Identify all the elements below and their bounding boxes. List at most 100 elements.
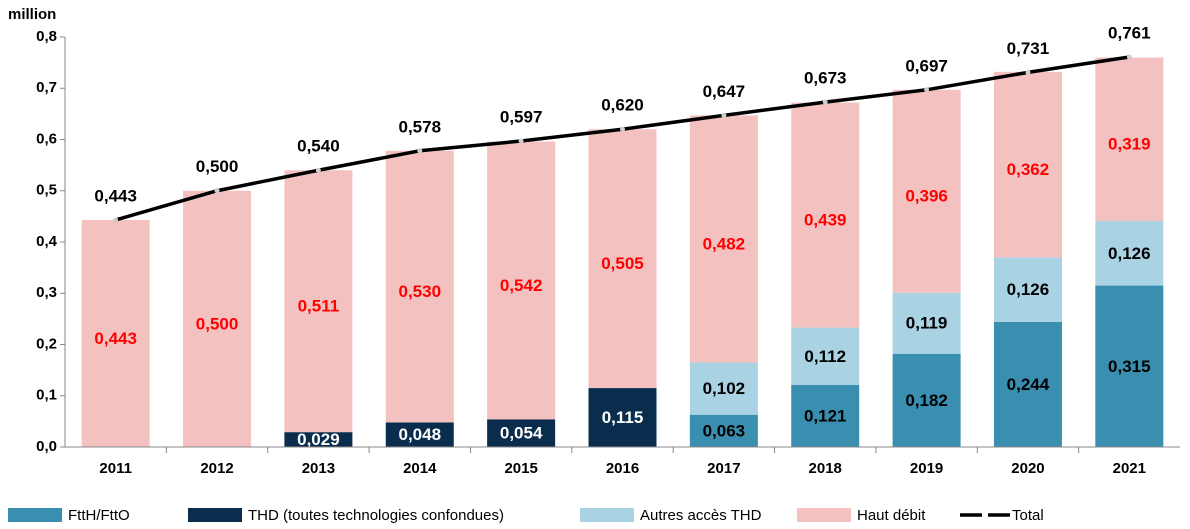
total-label: 0,697 <box>905 56 948 75</box>
x-tick-label: 2021 <box>1113 460 1146 477</box>
bar-segment <box>588 388 657 447</box>
legend-label: Autres accès THD <box>640 507 762 524</box>
data-label: 0,505 <box>601 254 644 273</box>
x-tick-label: 2018 <box>809 460 842 477</box>
y-tick-label: 0,2 <box>36 335 57 352</box>
total-point <box>1025 69 1031 75</box>
data-label: 0,102 <box>703 379 746 398</box>
bar-segment <box>81 219 150 447</box>
total-label: 0,620 <box>601 96 644 115</box>
data-label: 0,182 <box>905 391 948 410</box>
bar-segment <box>588 129 657 389</box>
bar-segment <box>689 362 758 415</box>
total-label: 0,761 <box>1108 23 1151 42</box>
data-label: 0,482 <box>703 234 746 253</box>
y-tick-label: 0,7 <box>36 79 57 96</box>
legend-label: Haut débit <box>857 507 926 524</box>
bar-segment <box>689 115 758 363</box>
data-label: 0,542 <box>500 276 543 295</box>
total-point <box>721 112 727 118</box>
data-label: 0,500 <box>196 314 239 333</box>
x-tick-label: 2014 <box>403 460 437 477</box>
legend-swatch <box>8 508 62 522</box>
bar-segment <box>791 384 860 447</box>
data-label: 0,319 <box>1108 135 1151 154</box>
data-label: 0,112 <box>804 347 846 366</box>
total-point <box>214 188 220 194</box>
bar-segment <box>284 432 353 447</box>
total-point <box>1126 54 1132 60</box>
legend-label: THD (toutes technologies confondues) <box>248 507 504 524</box>
y-tick-label: 0,5 <box>36 182 57 199</box>
y-axis-label: million <box>8 6 56 23</box>
data-label: 0,362 <box>1007 160 1050 179</box>
legend-label: FttH/FttO <box>68 507 130 524</box>
data-label: 0,126 <box>1108 244 1151 263</box>
data-label: 0,029 <box>297 430 340 449</box>
x-tick-label: 2017 <box>707 460 740 477</box>
total-label: 0,647 <box>703 82 746 101</box>
total-label: 0,731 <box>1007 39 1050 58</box>
y-tick-label: 0,4 <box>36 233 58 250</box>
bar-segment <box>892 292 961 354</box>
bar-segment <box>1095 285 1164 447</box>
legend-swatch <box>580 508 634 522</box>
legend-label: Total <box>1012 507 1044 524</box>
data-label: 0,396 <box>905 187 948 206</box>
x-tick-label: 2011 <box>99 460 132 477</box>
total-label: 0,578 <box>398 117 441 136</box>
data-label: 0,443 <box>94 329 137 348</box>
bar-segment <box>993 321 1062 447</box>
x-tick-label: 2019 <box>910 460 943 477</box>
legend-swatch <box>797 508 851 522</box>
total-point <box>924 87 930 93</box>
bar-segment <box>284 170 353 433</box>
bar-segment <box>791 327 860 385</box>
total-point <box>822 99 828 105</box>
total-label: 0,597 <box>500 108 543 127</box>
total-point <box>620 126 625 132</box>
y-tick-label: 0,0 <box>36 438 57 455</box>
data-label: 0,063 <box>703 421 746 440</box>
total-label: 0,673 <box>804 69 847 88</box>
data-label: 0,439 <box>804 211 847 230</box>
bar-segment <box>892 353 961 447</box>
data-label: 0,511 <box>298 297 340 316</box>
data-label: 0,048 <box>398 425 441 444</box>
bar-segment <box>689 414 758 447</box>
bar-segment <box>1095 220 1164 286</box>
y-tick-label: 0,6 <box>36 130 57 147</box>
x-tick-label: 2015 <box>504 460 537 477</box>
legend-swatch <box>188 508 242 522</box>
total-point <box>417 148 423 154</box>
total-point <box>113 217 119 223</box>
data-label: 0,315 <box>1108 357 1151 376</box>
total-point <box>518 138 524 144</box>
data-label: 0,244 <box>1007 375 1050 394</box>
bar-segment <box>993 71 1062 258</box>
x-tick-label: 2012 <box>200 460 233 477</box>
y-tick-label: 0,8 <box>36 28 57 45</box>
x-tick-label: 2016 <box>606 460 639 477</box>
bar-segment <box>1095 57 1164 221</box>
data-label: 0,121 <box>804 406 847 425</box>
data-label: 0,530 <box>398 282 441 301</box>
bar-segment <box>487 419 556 447</box>
x-tick-label: 2020 <box>1011 460 1044 477</box>
bar-segment <box>385 422 454 447</box>
bar-segment <box>993 257 1062 322</box>
total-label: 0,443 <box>94 186 137 205</box>
x-tick-label: 2013 <box>302 460 335 477</box>
data-label: 0,054 <box>500 424 543 443</box>
total-label: 0,540 <box>297 137 340 156</box>
bar-segment <box>183 190 252 447</box>
data-label: 0,115 <box>602 408 644 427</box>
total-point <box>315 167 321 173</box>
data-label: 0,119 <box>906 314 948 333</box>
total-label: 0,500 <box>196 157 239 176</box>
bar-segment <box>892 89 961 293</box>
y-tick-label: 0,1 <box>36 387 57 404</box>
bar-segment <box>385 150 454 423</box>
bar-segment <box>487 141 556 420</box>
